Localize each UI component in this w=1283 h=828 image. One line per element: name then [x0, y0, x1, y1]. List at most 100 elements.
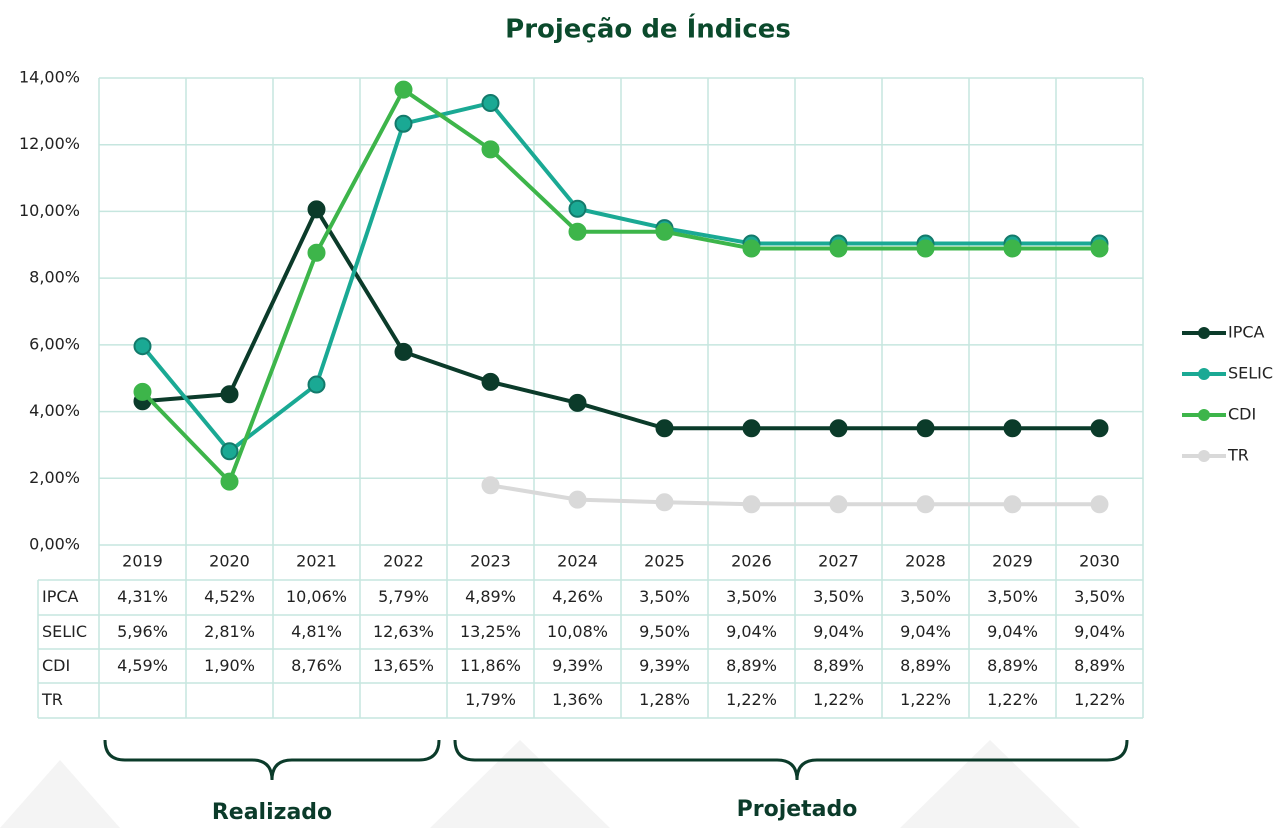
point — [220, 472, 239, 491]
point — [481, 476, 500, 495]
table-cell: 4,31% — [117, 587, 168, 606]
point — [916, 239, 935, 258]
legend-label: TR — [1227, 446, 1249, 465]
point — [742, 239, 761, 258]
series-line — [490, 483, 1100, 507]
x-tick-label: 2029 — [992, 552, 1033, 571]
point — [481, 140, 500, 159]
point — [307, 200, 326, 219]
legend-marker — [1198, 327, 1210, 339]
point — [220, 442, 239, 461]
brace — [103, 739, 441, 781]
point — [568, 490, 587, 509]
table-cell: 9,39% — [639, 656, 690, 675]
series-line — [142, 207, 1100, 431]
table-cell: 1,28% — [639, 690, 690, 709]
point — [1090, 419, 1109, 438]
legend-marker — [1198, 368, 1210, 380]
table-cell: 9,04% — [900, 622, 951, 641]
y-tick-label: 14,00% — [19, 68, 80, 87]
brace — [453, 739, 1129, 781]
x-tick-label: 2021 — [296, 552, 337, 571]
point — [829, 239, 848, 258]
table-cell: 3,50% — [1074, 587, 1125, 606]
table-cell: 4,89% — [465, 587, 516, 606]
x-tick-label: 2026 — [731, 552, 772, 571]
point — [481, 94, 500, 113]
point — [568, 199, 587, 218]
legend-marker — [1198, 450, 1210, 462]
x-tick-label: 2030 — [1079, 552, 1120, 571]
point — [1003, 419, 1022, 438]
x-tick-label: 2020 — [209, 552, 250, 571]
table-cell: 1,22% — [813, 690, 864, 709]
table-row-label: TR — [41, 690, 63, 709]
series-line — [141, 87, 1100, 484]
point — [394, 80, 413, 99]
table-cell: 1,22% — [987, 690, 1038, 709]
point — [1003, 239, 1022, 258]
table-row-label: CDI — [42, 656, 70, 675]
table-cell: 2,81% — [204, 622, 255, 641]
y-tick-label: 0,00% — [29, 535, 80, 554]
table-cell: 10,06% — [286, 587, 347, 606]
table-cell: 3,50% — [726, 587, 777, 606]
x-tick-label: 2024 — [557, 552, 598, 571]
point — [394, 342, 413, 361]
table-cell: 1,90% — [204, 656, 255, 675]
point — [307, 243, 326, 262]
chart-title: Projeção de Índices — [505, 13, 791, 45]
table-cell: 12,63% — [373, 622, 434, 641]
y-tick-label: 6,00% — [29, 334, 80, 353]
point — [1090, 495, 1109, 514]
point — [916, 495, 935, 514]
point — [1003, 495, 1022, 514]
point — [307, 375, 326, 394]
table-cell: 1,22% — [900, 690, 951, 709]
table-cell: 8,76% — [291, 656, 342, 675]
y-tick-label: 2,00% — [29, 468, 80, 487]
point — [568, 222, 587, 241]
point — [1090, 239, 1109, 258]
watermark — [0, 740, 1080, 828]
table-cell: 3,50% — [813, 587, 864, 606]
point — [133, 337, 152, 356]
y-tick-label: 8,00% — [29, 268, 80, 287]
table-cell: 1,79% — [465, 690, 516, 709]
y-tick-label: 4,00% — [29, 401, 80, 420]
table-cell: 1,22% — [1074, 690, 1125, 709]
point — [481, 372, 500, 391]
point — [394, 114, 413, 133]
table-cell: 8,89% — [987, 656, 1038, 675]
table-row-label: SELIC — [42, 622, 87, 641]
table-cell: 8,89% — [1074, 656, 1125, 675]
point — [742, 419, 761, 438]
table-cell: 9,04% — [813, 622, 864, 641]
table-cell: 5,79% — [378, 587, 429, 606]
legend-label: CDI — [1228, 405, 1256, 424]
table-cell: 13,25% — [460, 622, 521, 641]
point — [829, 419, 848, 438]
legend-marker — [1198, 409, 1210, 421]
table-cell: 9,50% — [639, 622, 690, 641]
table-cell: 3,50% — [987, 587, 1038, 606]
point — [742, 495, 761, 514]
table-cell: 3,50% — [639, 587, 690, 606]
x-tick-label: 2027 — [818, 552, 859, 571]
legend-label: IPCA — [1228, 323, 1265, 342]
x-tick-label: 2023 — [470, 552, 511, 571]
table-cell: 4,26% — [552, 587, 603, 606]
point — [829, 495, 848, 514]
table-cell: 4,81% — [291, 622, 342, 641]
table-cell: 9,04% — [987, 622, 1038, 641]
table-row-label: IPCA — [42, 587, 79, 606]
table-cell: 1,22% — [726, 690, 777, 709]
y-tick-label: 12,00% — [19, 134, 80, 153]
point — [220, 385, 239, 404]
table-cell: 8,89% — [900, 656, 951, 675]
annotation: Realizado — [212, 800, 332, 825]
series-line — [140, 101, 1100, 454]
point — [568, 393, 587, 412]
point — [655, 493, 674, 512]
